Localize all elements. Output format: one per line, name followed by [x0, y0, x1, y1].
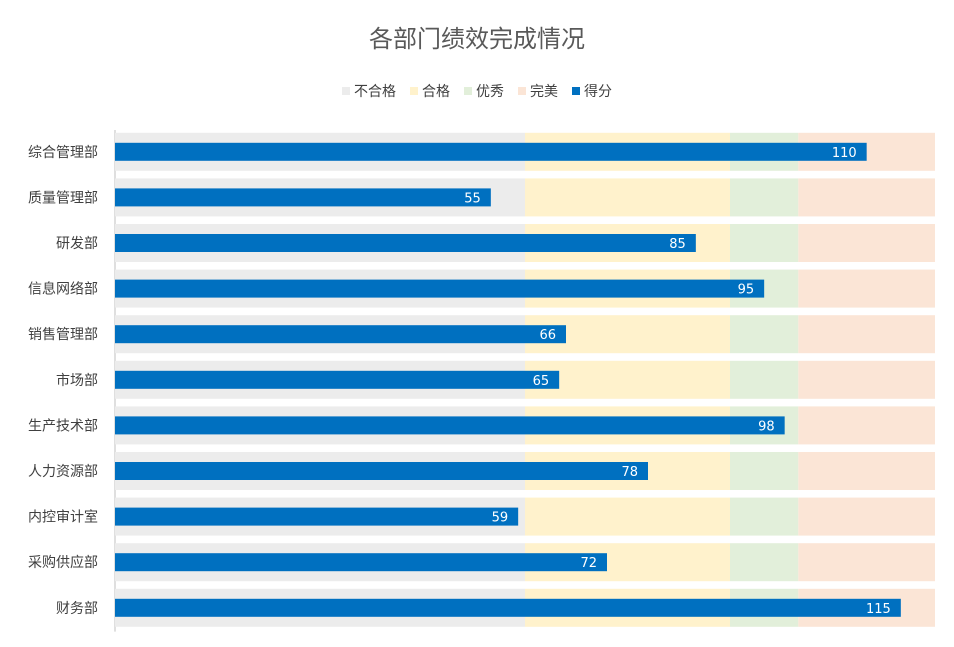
score-bar [115, 188, 491, 207]
legend-label: 优秀 [476, 84, 504, 100]
data-label: 110 [832, 146, 857, 161]
score-bar [115, 234, 696, 252]
legend-label: 不合格 [354, 84, 396, 100]
score-bar [115, 507, 519, 526]
data-label: 85 [669, 237, 686, 252]
band-3-row-5 [798, 360, 935, 399]
plot-area: 综合管理部质量管理部研发部信息网络部销售管理部市场部生产技术部人力资源部内控审计… [28, 130, 935, 632]
score-bar [115, 598, 901, 617]
band-3-row-2 [798, 224, 935, 262]
data-label: 98 [758, 419, 775, 434]
legend-label: 合格 [422, 84, 450, 100]
band-1-row-8 [525, 497, 730, 536]
chart-title: 各部门绩效完成情况 [369, 25, 585, 53]
data-label: 95 [738, 283, 755, 298]
legend-label: 得分 [584, 83, 612, 100]
category-label: 生产技术部 [28, 418, 98, 434]
category-label: 质量管理部 [28, 190, 98, 206]
legend-swatch [342, 87, 350, 95]
band-3-row-4 [798, 315, 935, 354]
band-2-row-1 [730, 178, 799, 217]
data-label: 65 [533, 374, 550, 389]
band-2-row-8 [730, 497, 799, 536]
band-2-row-9 [730, 543, 799, 582]
category-label: 财务部 [56, 601, 98, 617]
data-label: 55 [464, 191, 481, 206]
score-bar [115, 370, 560, 389]
legend-swatch [518, 87, 526, 95]
data-label: 66 [539, 328, 556, 343]
category-label: 信息网络部 [28, 281, 98, 298]
legend-label: 完美 [530, 84, 558, 100]
band-2-row-5 [730, 360, 799, 399]
band-3-row-1 [798, 178, 935, 217]
score-bar [115, 279, 765, 298]
legend-swatch [410, 87, 418, 95]
data-label: 59 [492, 511, 509, 526]
data-label: 72 [580, 556, 597, 571]
legend-swatch [464, 87, 472, 95]
score-bar [115, 462, 648, 480]
band-3-row-3 [798, 269, 935, 308]
category-label: 人力资源部 [28, 464, 98, 480]
score-bar [115, 416, 785, 435]
band-3-row-6 [798, 406, 935, 445]
band-2-row-7 [730, 452, 799, 490]
band-1-row-1 [525, 178, 730, 217]
legend: 不合格 合格 优秀 完美 得分 [342, 83, 612, 100]
score-bar [115, 325, 566, 344]
band-3-row-7 [798, 452, 935, 490]
band-2-row-2 [730, 224, 799, 262]
legend-swatch [572, 87, 580, 95]
category-label: 综合管理部 [28, 145, 98, 161]
data-label: 115 [866, 602, 891, 617]
band-3-row-9 [798, 543, 935, 582]
category-label: 销售管理部 [28, 327, 98, 343]
band-1-row-5 [525, 360, 730, 399]
score-bar [115, 553, 607, 572]
score-bar [115, 142, 867, 161]
category-label: 内控审计室 [28, 509, 98, 526]
category-label: 研发部 [56, 236, 98, 252]
band-3-row-8 [798, 497, 935, 536]
category-label: 市场部 [56, 372, 98, 389]
category-label: 采购供应部 [28, 554, 98, 571]
band-2-row-4 [730, 315, 799, 354]
data-label: 78 [621, 465, 638, 480]
